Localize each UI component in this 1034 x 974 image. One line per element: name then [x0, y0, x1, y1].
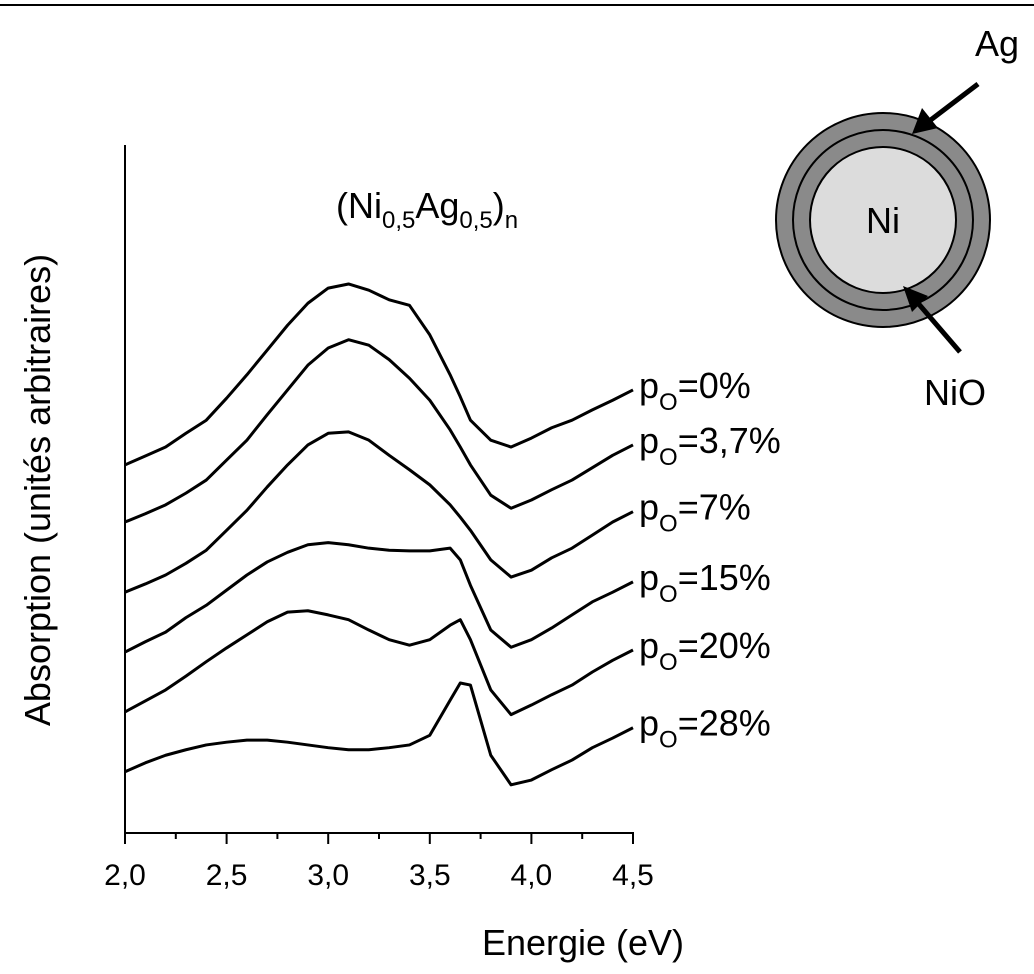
data-line — [124, 282, 634, 467]
x-tick-label: 2,0 — [104, 859, 146, 892]
x-tick-label: 3,5 — [409, 859, 451, 892]
legend-label: =0% — [678, 365, 751, 406]
y-axis-label: Absorption (unités arbitraires) — [17, 254, 58, 726]
legend-subscript: O — [659, 727, 678, 754]
data-line — [124, 681, 634, 787]
legend-label: =15% — [678, 557, 771, 598]
legend-prefix: p — [639, 420, 659, 461]
legend-label: =20% — [678, 625, 771, 666]
data-line — [124, 609, 634, 717]
legend-entry: pO=20% — [639, 625, 771, 676]
arrow-shaft — [915, 300, 962, 354]
legend-prefix: p — [639, 365, 659, 406]
legend-subscript: O — [659, 389, 678, 416]
x-tick-label: 4,0 — [511, 859, 553, 892]
annotation: (Ni0,5Ag0,5)n — [336, 185, 518, 234]
legend-entry: pO=3,7% — [639, 420, 781, 471]
legend-label: =28% — [678, 703, 771, 744]
legend-subscript: O — [659, 649, 678, 676]
legend-subscript: O — [659, 511, 678, 538]
arrow-head — [903, 286, 928, 312]
oxide-label: NiO — [924, 372, 986, 413]
annotation-part: 0,5 — [459, 207, 492, 234]
legend-prefix: p — [639, 487, 659, 528]
annotation-part: ) — [493, 185, 505, 226]
x-tick-label: 4,5 — [612, 859, 654, 892]
legend-label: =3,7% — [678, 420, 781, 461]
arrow-head — [912, 108, 938, 134]
legend-entry: pO=15% — [639, 557, 771, 608]
legend-label: =7% — [678, 487, 751, 528]
legend-subscript: O — [659, 444, 678, 471]
legend-entry: pO=0% — [639, 365, 751, 416]
annotation-part: 0,5 — [382, 207, 415, 234]
x-tick-label: 3,0 — [307, 859, 349, 892]
inset-diagram: Ni Ag NiO — [775, 23, 1019, 413]
arrow-shaft — [926, 82, 980, 124]
data-line — [124, 338, 634, 524]
shell-label: Ag — [975, 23, 1019, 64]
annotation-part: n — [505, 207, 518, 234]
data-line — [124, 430, 634, 594]
x-tick-label: 2,5 — [206, 859, 248, 892]
legend-subscript: O — [659, 581, 678, 608]
legend-entry: pO=7% — [639, 487, 751, 538]
legend-prefix: p — [639, 557, 659, 598]
annotation-part: (Ni — [336, 185, 382, 226]
data-line — [124, 541, 634, 654]
legend-prefix: p — [639, 625, 659, 666]
core-circle — [809, 146, 957, 294]
core-label: Ni — [866, 200, 900, 241]
x-axis-label: Energie (eV) — [482, 922, 684, 963]
annotation-part: Ag — [415, 185, 459, 226]
legend-entry: pO=28% — [639, 703, 771, 754]
legend-prefix: p — [639, 703, 659, 744]
